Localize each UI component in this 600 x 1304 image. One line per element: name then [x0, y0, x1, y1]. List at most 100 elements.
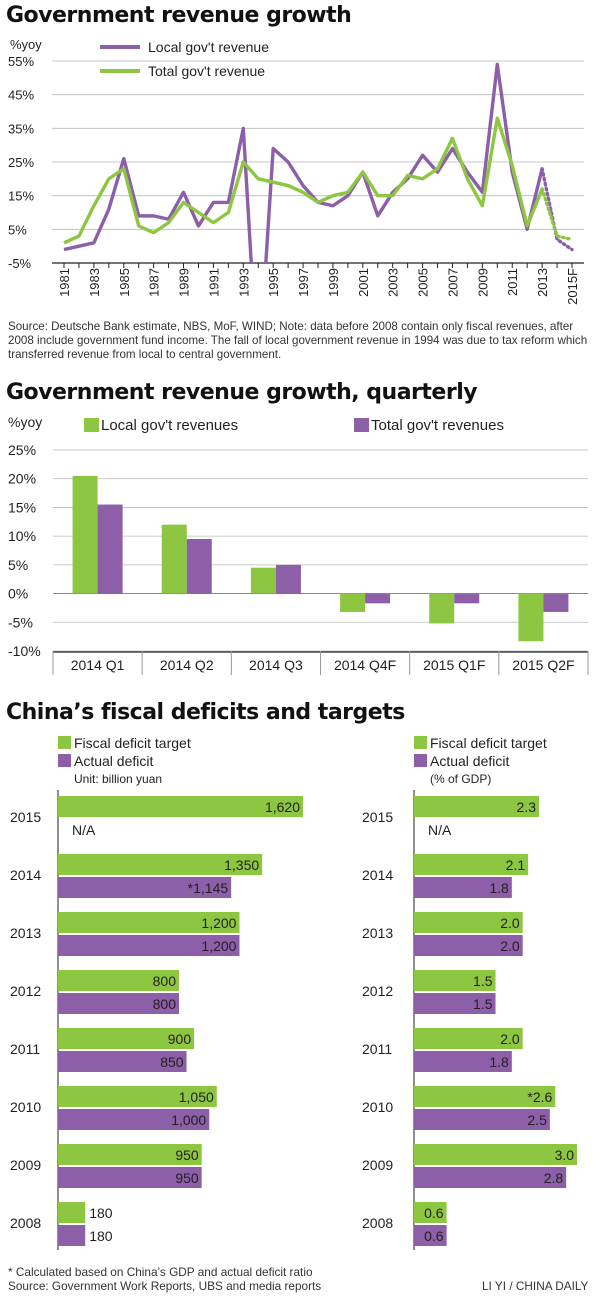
category-label: 2008	[362, 1215, 393, 1231]
series-forecast-line-1	[540, 187, 574, 242]
y-tick-label: -10%	[8, 643, 41, 659]
bar-target	[58, 912, 240, 933]
bar-actual	[414, 1167, 567, 1188]
bar-target	[58, 1028, 195, 1049]
x-tick-label: 1997	[296, 268, 311, 297]
series-forecast-line-0	[540, 167, 574, 252]
bar-1	[365, 593, 391, 604]
legend-swatch-0	[84, 418, 99, 432]
unit-label: (% of GDP)	[430, 772, 491, 786]
bar-actual	[414, 993, 496, 1014]
bar-actual	[58, 935, 240, 956]
category-label: 2015	[10, 809, 41, 825]
bar-1	[186, 539, 212, 594]
bar-label-actual: *1,145	[188, 880, 229, 896]
category-label: 2014 Q3	[249, 657, 303, 673]
bar-label-target: 2.0	[500, 915, 520, 931]
bar-label-target: 3.0	[555, 1147, 575, 1163]
bar-target	[414, 1086, 556, 1107]
bar-label-target: 2.1	[506, 857, 526, 873]
bar-actual	[414, 1109, 550, 1130]
bar-label-actual: 1.8	[489, 1054, 509, 1070]
bar-target	[58, 1086, 217, 1107]
bar-label-actual: 850	[160, 1054, 184, 1070]
category-label: 2013	[10, 925, 41, 941]
legend-label-0: Local gov't revenue	[148, 39, 269, 55]
series-line-1	[63, 116, 544, 245]
y-tick-label: -5%	[8, 256, 32, 271]
bar-label-target: 900	[168, 1031, 192, 1047]
bar-label-actual: 1.8	[489, 880, 509, 896]
line-chart-title: Government revenue growth	[6, 3, 352, 28]
bar-actual	[58, 1051, 187, 1072]
x-tick-label: 2011	[505, 268, 520, 296]
category-label: 2008	[10, 1215, 41, 1231]
category-label: 2015 Q2F	[512, 657, 574, 673]
bar-actual	[414, 877, 512, 898]
bar-label-actual: N/A	[428, 822, 452, 838]
y-tick-label: 5%	[8, 557, 28, 573]
bar-1	[543, 593, 569, 612]
category-label: 2010	[10, 1099, 41, 1115]
y-tick-label: 35%	[8, 121, 34, 136]
bar-actual	[58, 1167, 202, 1188]
bar-label-target: 800	[153, 973, 177, 989]
y-axis-unit: %yoy	[10, 37, 42, 52]
bar-target	[414, 1028, 523, 1049]
y-tick-label: 25%	[8, 442, 36, 458]
bar-label-actual: 0.6	[424, 1228, 444, 1244]
bar-actual	[414, 1051, 512, 1072]
bar-label-actual: 2.8	[544, 1170, 564, 1186]
bar-label-target: 1,050	[179, 1089, 214, 1105]
category-label: 2014	[362, 867, 393, 883]
bar-0	[250, 567, 276, 594]
credit-text: LI YI / CHINA DAILY	[482, 1279, 589, 1293]
bar-label-actual: 800	[153, 996, 177, 1012]
bar-label-target: 2.3	[517, 799, 537, 815]
bar-label-actual: 1,200	[201, 938, 236, 954]
bar-target	[414, 970, 496, 991]
bar-actual	[58, 993, 179, 1014]
bar-label-target: 1.5	[473, 973, 493, 989]
x-tick-label: 2007	[445, 268, 460, 297]
x-tick-label: 2001	[356, 268, 371, 297]
x-tick-label: 2009	[475, 268, 490, 297]
bar-0	[340, 593, 366, 612]
bar-target	[414, 854, 529, 875]
y-axis-unit: %yoy	[8, 414, 42, 430]
y-tick-label: 10%	[8, 528, 36, 544]
legend-swatch-1	[354, 418, 369, 432]
bar-label-target: 0.6	[424, 1205, 444, 1221]
bar-target	[58, 854, 263, 875]
bar-0	[72, 475, 98, 594]
quarterly-bar-chart: %yoy 25% 20% 15% 10% 5% 0% -5% -10% 2014 Q1 2014 Q…	[8, 414, 589, 675]
legend-label-target: Fiscal deficit target	[74, 735, 191, 751]
category-label: 2015 Q1F	[423, 657, 485, 673]
y-tick-label: 55%	[8, 54, 34, 69]
category-label: 2014 Q4F	[334, 657, 396, 673]
bar-label-target: 2.0	[500, 1031, 520, 1047]
category-label: 2014 Q2	[160, 657, 214, 673]
bar-target	[414, 912, 523, 933]
legend-label-actual: Actual deficit	[430, 753, 509, 769]
bar-1	[275, 564, 301, 594]
x-tick-label: 2005	[416, 268, 431, 297]
y-tick-label: 25%	[8, 155, 34, 170]
bar-target	[58, 1202, 86, 1223]
bar-actual	[58, 1109, 210, 1130]
x-tick-label: 1993	[236, 268, 251, 297]
bar-0	[161, 524, 187, 594]
bar-actual	[414, 1225, 447, 1246]
y-tick-label: 45%	[8, 88, 34, 103]
category-label: 2011	[362, 1041, 392, 1057]
bar-label-target: 1,350	[224, 857, 259, 873]
category-label: 2014 Q1	[71, 657, 125, 673]
legend-swatch-actual	[58, 754, 71, 767]
x-tick-label: 1987	[147, 268, 162, 297]
y-tick-label: 15%	[8, 499, 36, 515]
legend-label-0: Local gov't revenues	[101, 417, 238, 434]
line-chart: %yoy 55% 45% 35% 25% 15% 5% -5% 1981 1983 1985 1987…	[8, 37, 584, 305]
bar-label-actual: 2.0	[500, 938, 520, 954]
bar-label-target: 1,620	[265, 799, 300, 815]
